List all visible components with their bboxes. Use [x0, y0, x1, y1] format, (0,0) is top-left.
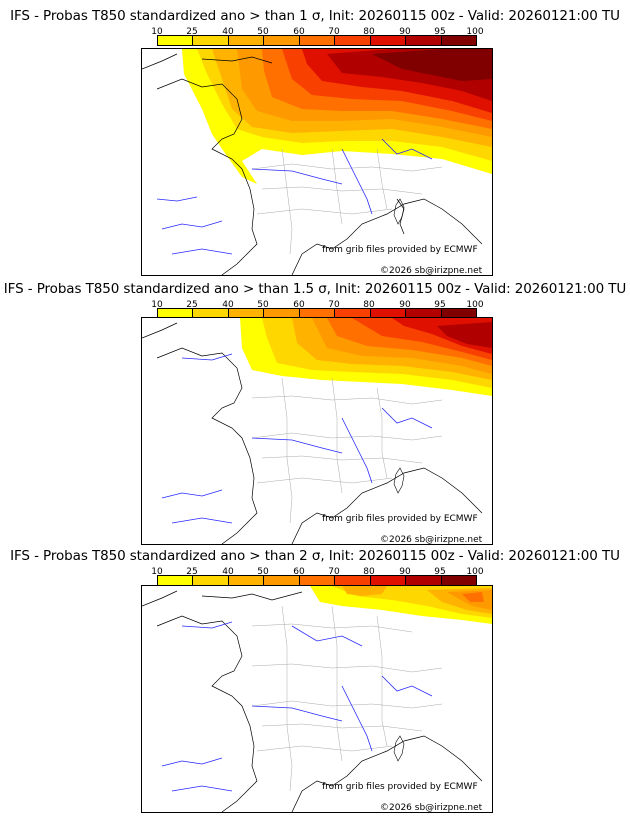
rivers [161, 353, 433, 524]
scale-swatch [158, 36, 194, 45]
scale-label: 70 [328, 567, 340, 577]
scale-swatch [228, 576, 265, 585]
scale-label: 95 [434, 567, 446, 577]
scale-label: 100 [466, 27, 484, 37]
scale-swatch [193, 309, 229, 318]
scale-label: 60 [293, 27, 305, 37]
data-source-credit: from grib files provided by ECMWF [322, 782, 478, 792]
scale-swatch [158, 309, 194, 318]
scale-swatch [406, 309, 442, 318]
color-scale-bar [157, 308, 477, 319]
scale-swatch [158, 576, 194, 585]
scale-label: 80 [363, 567, 375, 577]
color-scale-labels: 10 25 40 50 60 70 80 90 95 100 [151, 27, 483, 38]
color-scale-labels: 10 25 40 50 60 70 80 90 95 100 [151, 567, 483, 578]
scale-swatch [299, 36, 336, 45]
regional-borders [251, 605, 443, 792]
scale-label: 25 [186, 300, 198, 310]
map-panel-2: IFS - Probas T850 standardized ano > tha… [0, 281, 630, 553]
probability-field [182, 49, 492, 184]
regional-borders [251, 148, 443, 255]
scale-label: 90 [399, 567, 411, 577]
scale-label: 70 [328, 300, 340, 310]
scale-label: 50 [257, 567, 269, 577]
scale-label: 10 [151, 300, 163, 310]
probability-map: from grib files provided by ECMWF ©2026 … [141, 585, 493, 813]
regional-borders [251, 377, 443, 524]
copyright-credit: ©2026 sb@irizpne.net [380, 535, 483, 545]
scale-label: 40 [222, 27, 234, 37]
scale-label: 50 [257, 300, 269, 310]
scale-swatch [335, 36, 371, 45]
scale-swatch [228, 36, 265, 45]
scale-swatch [441, 576, 476, 585]
scale-label: 70 [328, 27, 340, 37]
scale-label: 100 [466, 567, 484, 577]
scale-label: 40 [222, 300, 234, 310]
scale-swatch [370, 36, 407, 45]
scale-swatch [264, 309, 300, 318]
scale-label: 90 [399, 300, 411, 310]
copyright-credit: ©2026 sb@irizpne.net [380, 266, 483, 276]
rivers [156, 138, 433, 255]
coastlines [142, 322, 483, 544]
panel-title: IFS - Probas T850 standardized ano > tha… [3, 281, 627, 297]
copyright-credit: ©2026 sb@irizpne.net [380, 803, 483, 813]
probability-map: from grib files provided by ECMWF ©2026 … [141, 317, 493, 545]
scale-swatch [335, 576, 371, 585]
scale-swatch [299, 576, 336, 585]
scale-swatch [406, 36, 442, 45]
scale-swatch [264, 36, 300, 45]
scale-label: 60 [293, 300, 305, 310]
probability-map: from grib files provided by ECMWF ©2026 … [141, 48, 493, 276]
rivers [161, 621, 433, 792]
scale-label: 90 [399, 27, 411, 37]
scale-swatch [441, 309, 476, 318]
panel-title: IFS - Probas T850 standardized ano > tha… [10, 8, 620, 24]
coastlines [142, 53, 483, 275]
scale-label: 25 [186, 567, 198, 577]
scale-swatch [370, 309, 407, 318]
corsica [393, 198, 405, 225]
scale-label: 10 [151, 567, 163, 577]
scale-swatch [370, 576, 407, 585]
data-source-credit: from grib files provided by ECMWF [322, 514, 478, 524]
scale-label: 10 [151, 27, 163, 37]
scale-swatch [228, 309, 265, 318]
scale-label: 80 [363, 300, 375, 310]
scale-label: 50 [257, 27, 269, 37]
scale-label: 95 [434, 27, 446, 37]
probability-field [310, 586, 492, 624]
data-source-credit: from grib files provided by ECMWF [322, 245, 478, 255]
map-panel-3: IFS - Probas T850 standardized ano > tha… [0, 548, 630, 820]
scale-swatch [335, 309, 371, 318]
scale-label: 95 [434, 300, 446, 310]
scale-swatch [193, 576, 229, 585]
scale-label: 80 [363, 27, 375, 37]
color-scale-labels: 10 25 40 50 60 70 80 90 95 100 [151, 300, 483, 311]
scale-label: 40 [222, 567, 234, 577]
scale-swatch [406, 576, 442, 585]
coastlines [142, 590, 483, 812]
color-scale-bar [157, 35, 477, 46]
corsica [393, 467, 405, 494]
scale-swatch [193, 36, 229, 45]
scale-label: 25 [186, 27, 198, 37]
scale-swatch [264, 576, 300, 585]
scale-swatch [299, 309, 336, 318]
scale-swatch [441, 36, 476, 45]
scale-label: 60 [293, 567, 305, 577]
corsica [393, 735, 405, 762]
map-panel-1: IFS - Probas T850 standardized ano > tha… [0, 8, 630, 280]
scale-label: 100 [466, 300, 484, 310]
panel-title: IFS - Probas T850 standardized ano > tha… [10, 548, 620, 564]
probability-field [240, 318, 492, 396]
